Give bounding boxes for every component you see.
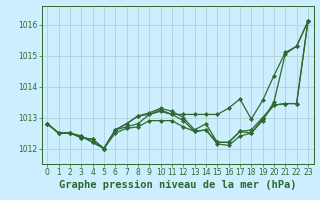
X-axis label: Graphe pression niveau de la mer (hPa): Graphe pression niveau de la mer (hPa) (59, 180, 296, 190)
